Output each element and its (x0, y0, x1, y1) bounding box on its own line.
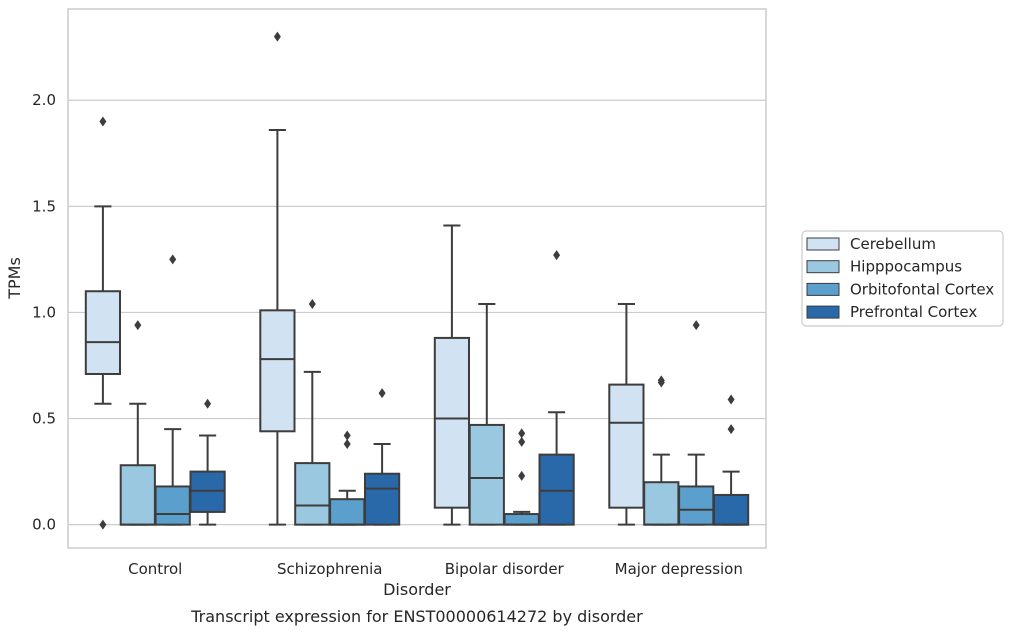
y-tick-label: 1.0 (32, 303, 56, 321)
outlier-point (169, 254, 177, 265)
legend-label: Hipppocampus (850, 258, 962, 276)
x-tick-label: Bipolar disorder (445, 560, 565, 578)
box-group (363, 388, 401, 526)
x-tick-label: Major depression (615, 560, 743, 578)
box (538, 453, 575, 526)
outlier-point (657, 377, 665, 388)
legend-swatch (806, 305, 840, 319)
x-tick-label: Control (128, 560, 182, 578)
outlier-point (518, 428, 526, 439)
outlier-point (343, 439, 351, 450)
y-tick-label: 1.5 (32, 197, 56, 215)
box (608, 383, 645, 509)
outlier-point (378, 388, 386, 399)
x-axis-label: Disorder (383, 580, 451, 599)
outlier-point (273, 31, 281, 42)
box-group (259, 31, 296, 526)
legend-swatch (806, 237, 840, 251)
box-group (712, 394, 750, 526)
box (189, 470, 226, 513)
y-tick-label: 0.5 (32, 410, 56, 428)
legend-frame (801, 230, 1004, 327)
box (678, 485, 715, 526)
outlier-point (343, 430, 351, 441)
box (468, 423, 505, 526)
plot-area (84, 31, 750, 530)
box (259, 309, 296, 433)
box-group (189, 398, 226, 526)
plot-frame (67, 8, 767, 549)
legend-label: Orbitofontal Cortex (850, 280, 994, 298)
outlier-point (518, 436, 526, 447)
box (84, 290, 122, 375)
box (643, 481, 680, 526)
legend-swatch (806, 260, 840, 274)
box (712, 493, 750, 526)
legend-label: Prefrontal Cortex (850, 303, 977, 321)
legend-label: Cerebellum (850, 235, 936, 253)
x-tick-label: Schizophrenia (277, 560, 382, 578)
outlier-point (518, 470, 526, 481)
box-group (119, 320, 156, 526)
box-group (154, 254, 191, 526)
box-group (643, 375, 680, 526)
box (363, 472, 401, 526)
box (294, 462, 331, 526)
box-group (503, 428, 540, 526)
outlier-point (134, 320, 142, 331)
legend: Cerebellum Hipppocampus Orbitofontal Corte… (801, 230, 1004, 327)
box (119, 464, 156, 526)
chart-caption: Transcript expression for ENST0000061427… (190, 607, 643, 626)
box-group (294, 298, 331, 526)
outlier-point (553, 250, 561, 261)
box (329, 498, 366, 526)
box-group (329, 430, 366, 526)
box (433, 336, 471, 509)
outlier-point (308, 298, 316, 309)
y-tick-label: 2.0 (32, 91, 56, 109)
box-group (538, 250, 575, 526)
box-group (678, 320, 715, 526)
box-group (84, 116, 122, 530)
box-group (608, 302, 645, 526)
box (503, 513, 540, 526)
outlier-point (99, 116, 107, 127)
y-tick-label: 0.0 (32, 516, 56, 534)
outlier-point (204, 398, 212, 409)
legend-swatch (806, 282, 840, 296)
box-group (468, 302, 505, 526)
outlier-point (727, 394, 735, 405)
outlier-point (692, 320, 700, 331)
y-axis-label: TPMs (5, 257, 24, 300)
axes: 0.0 0.5 1.0 1.5 2.0 Control Schizophrenia Bipol… (32, 8, 767, 578)
outlier-point (727, 424, 735, 435)
box (154, 485, 191, 526)
outlier-point (99, 519, 107, 530)
box-group (433, 224, 471, 526)
